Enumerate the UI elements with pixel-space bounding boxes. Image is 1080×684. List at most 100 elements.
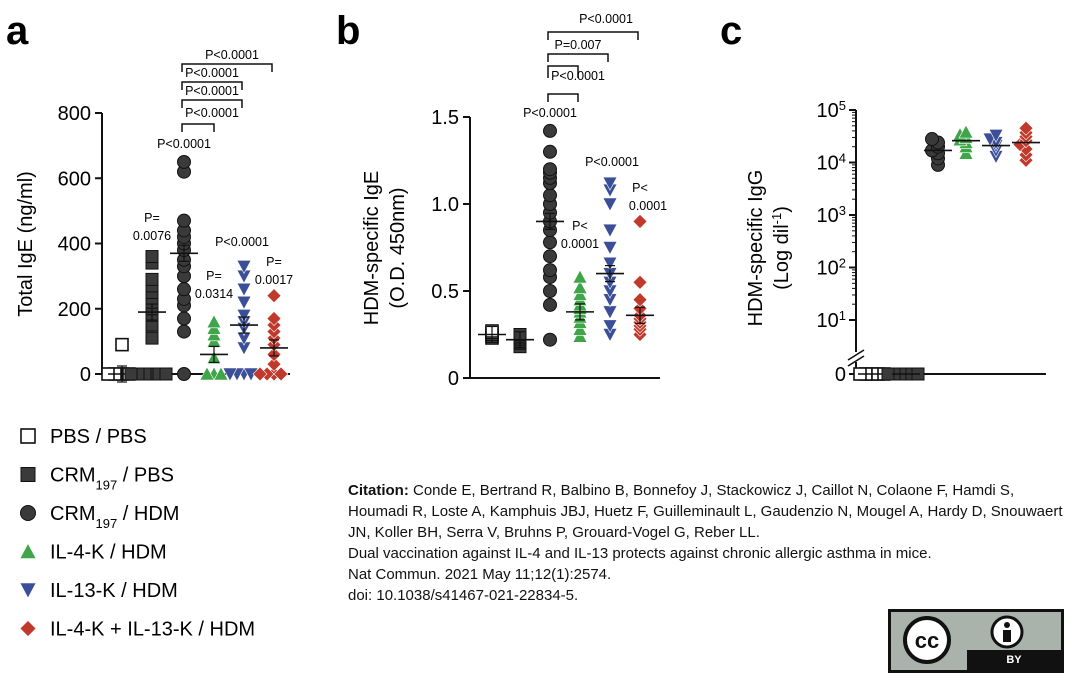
panel-a-pval-combo: P=	[266, 255, 282, 269]
panel-b-point	[572, 328, 588, 343]
cc-by-license-badge: cc BY	[888, 609, 1064, 673]
panel-a-point	[177, 311, 191, 326]
panel-b-y-tick-label: 1.5	[431, 107, 459, 129]
legend-label-main: IL-4-K + IL-13-K / HDM	[50, 619, 255, 641]
panel-c-ylabel-2: (Log dil-1)	[769, 206, 794, 290]
panel-a-pval-il4-value: 0.0314	[195, 287, 233, 301]
panel-c-y-tick-label: 105	[817, 98, 846, 123]
legend-label-rest: / PBS	[117, 465, 174, 487]
panel-c-point	[958, 124, 974, 139]
cc-by-label: BY	[967, 650, 1061, 670]
panel-b-pval-il4-value: 0.0001	[561, 237, 599, 251]
panel-a-pval-il13: P<0.0001	[215, 235, 269, 249]
panel-a-y-tick-label: 200	[58, 299, 91, 321]
legend-label-subscript: 197	[96, 477, 118, 492]
panel-b-pval-il4: P<	[572, 219, 588, 233]
legend-label-main: IL-13-K / HDM	[50, 580, 178, 602]
panel-a-point	[177, 324, 191, 339]
panel-a-bracket-label-3: P<0.0001	[185, 66, 239, 80]
panel-b-point	[632, 213, 648, 229]
panel-c-y-tick-label: 0	[835, 364, 846, 386]
legend-label: IL-4-K + IL-13-K / HDM	[50, 619, 255, 641]
panel-a-point	[145, 250, 159, 264]
panel-a-point	[177, 367, 191, 381]
panel-a-point	[266, 311, 282, 326]
legend-marker-triangle-down	[19, 582, 37, 599]
citation-title: Dual vaccination against IL-4 and IL-13 …	[348, 545, 932, 562]
person-icon-head	[1004, 622, 1010, 628]
legend-label: CRM197 / HDM	[50, 503, 179, 531]
citation-journal: Nat Commun. 2021 May 11;12(1):2574.	[348, 566, 612, 583]
panel-b-point	[543, 297, 557, 312]
panel-a-point	[177, 282, 191, 297]
panel-a-pval-crmpbs: P=	[144, 211, 160, 225]
panel-a-point	[145, 272, 159, 286]
panel-c-y-tick-label: 101	[817, 308, 846, 333]
panel-b-point	[632, 274, 648, 290]
panel-b-point	[602, 256, 618, 271]
panel-b-point	[543, 188, 557, 203]
legend-marker-square-open	[20, 428, 36, 444]
panel-a-pval-il4: P=	[206, 269, 222, 283]
panel-b-y-tick-label: 0	[448, 368, 459, 390]
panel-b-y-tick-label: 0.5	[431, 281, 459, 303]
panel-b-point	[602, 223, 618, 238]
panel-b-points	[478, 123, 654, 354]
panel-b-bracket-1b	[547, 65, 579, 78]
panel-b-point	[572, 269, 588, 284]
panel-a-point	[252, 366, 268, 382]
panel-b-pval-il13: P<0.0001	[585, 155, 639, 169]
panel-a-point	[124, 367, 138, 381]
panel-c-ylabel-2-main: (Log dil	[771, 224, 793, 290]
legend-label-rest: / HDM	[117, 503, 179, 525]
panel-b-chart: HDM-specific IgE (O.D. 450nm) 0 0.5 1.0 1.5…	[361, 12, 667, 390]
panel-a-y-tick-label: 800	[58, 103, 91, 125]
panel-b-point	[543, 123, 557, 138]
panel-b-point	[543, 284, 557, 298]
panel-a-point	[266, 288, 282, 304]
panel-a-y-tick-label: 600	[58, 168, 91, 190]
panel-a-y-tick-label: 400	[58, 234, 91, 256]
legend-label: PBS / PBS	[50, 426, 147, 448]
panel-c-y-tick-exp: 5	[839, 98, 846, 113]
panel-a-bracket-3	[181, 81, 243, 90]
panel-c-y-tick-label: 103	[817, 203, 846, 228]
panel-c-y-tick-base: 10	[817, 153, 839, 175]
panel-letter-a: a	[6, 9, 29, 53]
panel-a-point	[159, 367, 173, 381]
panel-b-pval-crmhdm: P<0.0001	[523, 106, 577, 120]
panel-b-pval-combo: P<	[632, 181, 648, 195]
panel-a-point	[236, 260, 252, 274]
panel-c-point	[1018, 120, 1034, 136]
panel-a-pval-crmhdm: P<0.0001	[157, 137, 211, 151]
legend-marker-diamond	[19, 620, 37, 637]
panel-c-y-tick-exp: 3	[839, 203, 846, 218]
panel-b-axis: 0 0.5 1.0 1.5	[431, 107, 660, 390]
panel-c-point	[925, 132, 939, 147]
panel-c-points	[853, 120, 1040, 381]
panel-a-point	[222, 367, 238, 382]
panel-a-point	[145, 331, 159, 345]
panel-b-ylabel-2: (O.D. 450nm)	[387, 187, 409, 308]
legend-label-main: PBS / PBS	[50, 426, 147, 448]
panel-c-point	[988, 128, 1004, 143]
panel-c-y-tick-label: 102	[817, 255, 846, 280]
panel-b-point	[543, 249, 557, 264]
panel-c-axis-break	[847, 349, 865, 361]
panel-c-y-tick-base: 10	[817, 310, 839, 332]
panel-letter-c: c	[720, 9, 742, 53]
panel-a-bracket-label-1: P<0.0001	[185, 106, 239, 120]
cc-logo-icon	[903, 616, 951, 664]
panel-a-bracket-label-2: P<0.0001	[185, 84, 239, 98]
panel-a-y-tick-label: 0	[80, 364, 91, 386]
panel-b-bracket-1	[547, 93, 579, 102]
panel-a-chart: Total IgE (ng/ml) 0 200 400 600 800 P= 0.007…	[15, 48, 293, 386]
panel-a-pval-combo-value: 0.0017	[255, 273, 293, 287]
panel-a-point	[206, 314, 222, 329]
citation-label: Citation:	[348, 482, 409, 499]
panel-a-axis: 0 200 400 600 800	[58, 103, 290, 386]
cc-badge-art: cc	[903, 615, 1024, 664]
legend-marker-square	[20, 467, 36, 482]
